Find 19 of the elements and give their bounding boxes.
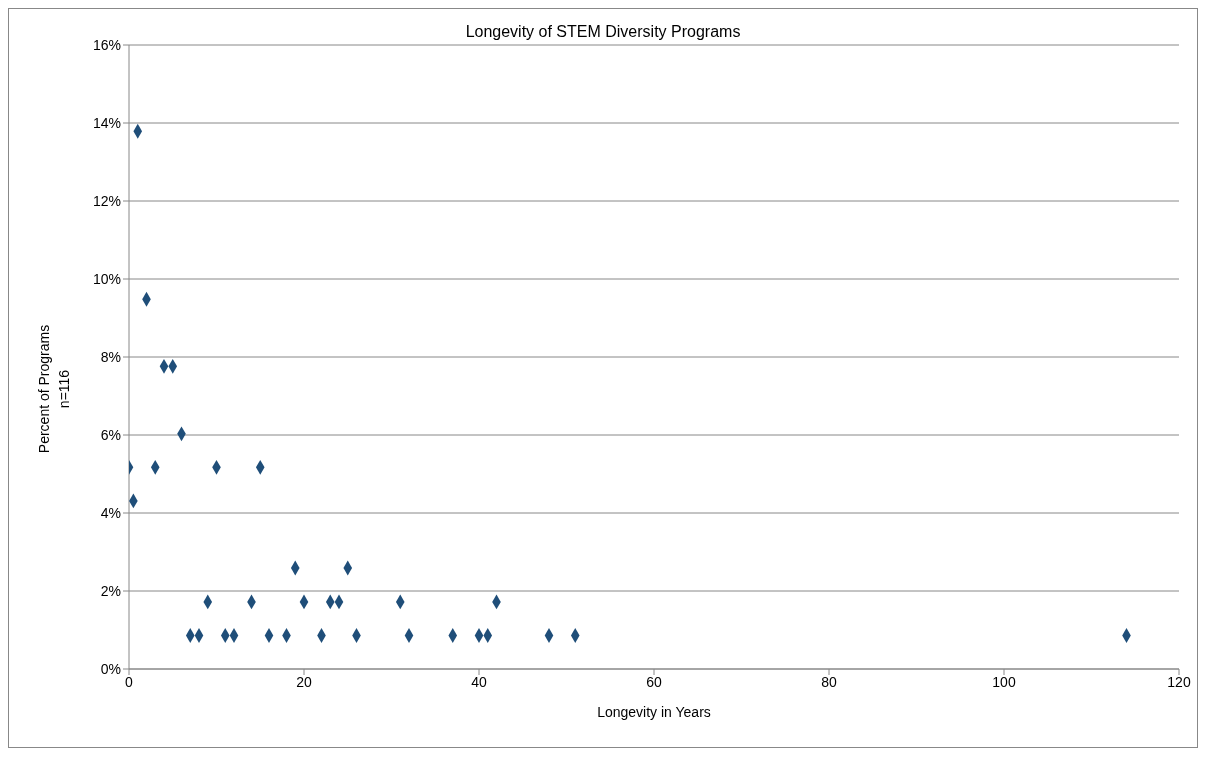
x-tick-label: 80 [821, 673, 837, 690]
y-axis-title: Percent of Programs n=116 [35, 324, 73, 454]
x-tick-label: 0 [125, 673, 134, 690]
x-tick-label: 20 [296, 673, 312, 690]
y-tick-label: 16% [92, 36, 121, 53]
y-tick-label: 10% [92, 270, 121, 287]
x-tick-label: 60 [646, 673, 662, 690]
y-tick-label: 8% [100, 348, 121, 365]
y-tick-label: 2% [100, 582, 121, 599]
chart-title: Longevity of STEM Diversity Programs [465, 23, 741, 40]
x-tick-label: 120 [1167, 673, 1191, 690]
y-tick-label: 14% [92, 114, 121, 131]
x-axis-title: Longevity in Years [597, 704, 711, 720]
x-tick-label: 100 [992, 673, 1016, 690]
y-tick-label: 4% [100, 504, 121, 521]
y-tick-label: 6% [100, 426, 121, 443]
y-tick-label: 0% [100, 660, 121, 677]
x-tick-label: 40 [471, 673, 487, 690]
y-tick-label: 12% [92, 192, 121, 209]
